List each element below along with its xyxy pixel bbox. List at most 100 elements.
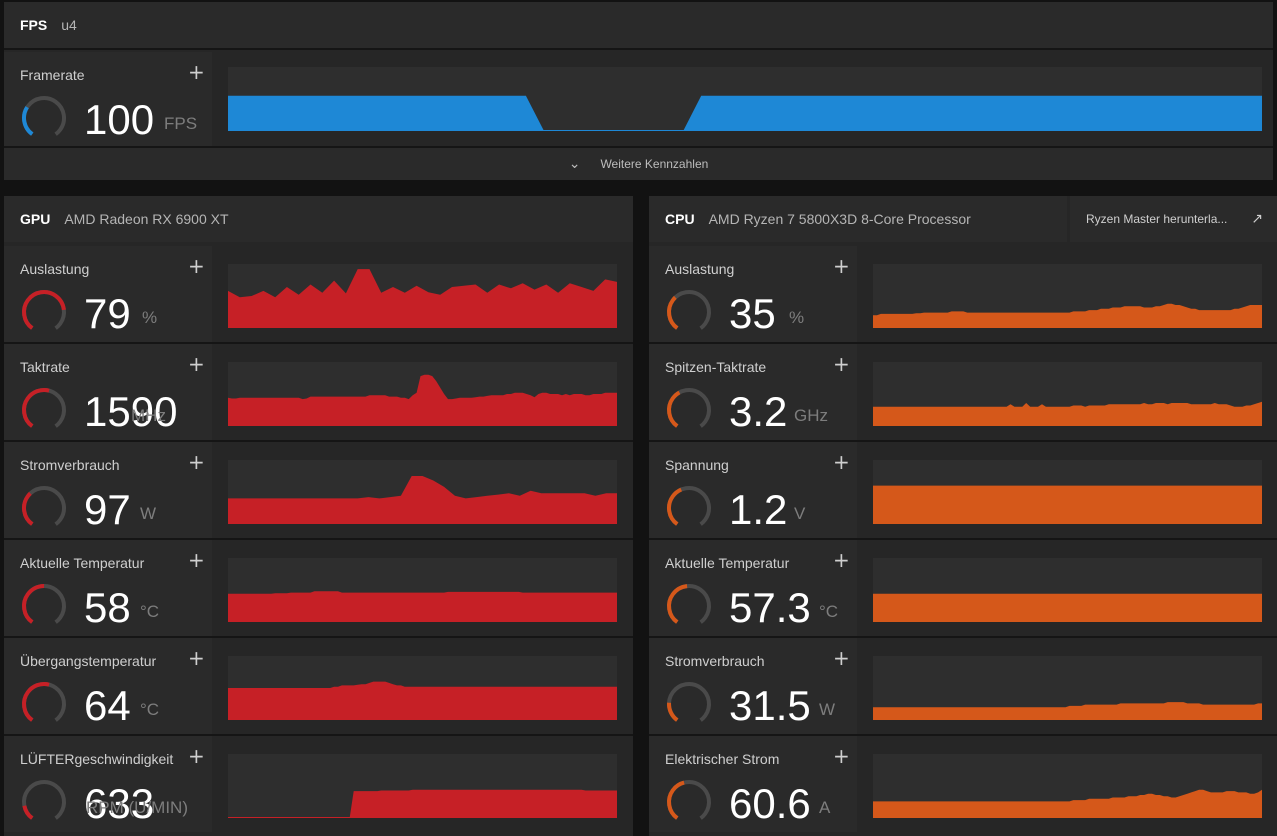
metric-value: 79 — [84, 290, 131, 337]
metric-chart — [228, 754, 617, 818]
cpu-name: AMD Ryzen 7 5800X3D 8-Core Processor — [708, 211, 971, 227]
metric-chart — [228, 460, 617, 524]
gpu-metric-row: Taktrate + 1590 MHz — [4, 344, 633, 440]
ryzen-master-link[interactable]: Ryzen Master herunterla... ↗ — [1070, 196, 1277, 242]
gpu-panel: GPU AMD Radeon RX 6900 XT Auslastung + 7… — [4, 196, 633, 836]
metric-label: Stromverbrauch — [665, 653, 765, 669]
metric-unit: GHz — [794, 406, 828, 425]
metric-value: 58 — [84, 584, 131, 631]
divider — [4, 636, 633, 638]
gauge-fill — [21, 289, 66, 334]
cpu-metric-row: Auslastung + 35 % — [649, 246, 1277, 342]
cpu-title: CPU — [665, 211, 695, 227]
add-icon[interactable]: + — [188, 450, 205, 474]
gpu-metric-row: Stromverbrauch + 97 W — [4, 442, 633, 538]
fps-header: FPS u4 — [4, 2, 1273, 48]
divider — [649, 342, 1277, 344]
add-icon[interactable]: + — [188, 548, 205, 572]
metric-value: 31.5 — [729, 682, 811, 729]
add-icon[interactable]: + — [188, 60, 205, 84]
gauge-fill — [667, 584, 711, 628]
series-area — [228, 789, 617, 818]
metric-label: Übergangstemperatur — [20, 653, 157, 669]
divider — [649, 734, 1277, 736]
metric-chart — [228, 558, 617, 622]
gpu-metric-row: Übergangstemperatur + 64 °C — [4, 638, 633, 734]
gauge-icon — [21, 780, 66, 824]
fps-panel: FPS u4 Framerate + 100 FPS ⌄ Weitere Ken… — [4, 2, 1273, 180]
metric-value: 633 — [84, 780, 155, 827]
add-icon[interactable]: + — [833, 744, 850, 768]
gauge-track — [667, 485, 711, 530]
series-area — [873, 401, 1262, 426]
gauge-fill — [21, 682, 66, 726]
add-icon[interactable]: + — [833, 450, 850, 474]
metric-chart — [873, 558, 1262, 622]
metric-chart — [873, 460, 1262, 524]
gauge-icon — [21, 584, 66, 628]
add-icon[interactable]: + — [833, 646, 850, 670]
cpu-header: CPU AMD Ryzen 7 5800X3D 8-Core Processor — [649, 196, 1067, 242]
metric-label: Auslastung — [20, 261, 90, 277]
gauge-track — [667, 387, 711, 432]
add-icon[interactable]: + — [188, 744, 205, 768]
cpu-panel: CPU AMD Ryzen 7 5800X3D 8-Core Processor… — [649, 196, 1277, 836]
series-area — [873, 593, 1262, 622]
gauge-fill — [667, 780, 711, 824]
gauge-fill — [667, 289, 711, 334]
metric-label: Framerate — [20, 67, 85, 83]
metric-chart — [873, 264, 1262, 328]
gpu-metric-row: LÜFTERgeschwindigkeit + 633 RPM (U/MIN) — [4, 736, 633, 832]
gpu-metric-row: Auslastung + 79 % — [4, 246, 633, 342]
gauge-track — [21, 96, 66, 140]
divider — [4, 146, 1273, 148]
divider — [4, 48, 1273, 50]
series-area — [228, 591, 617, 622]
metric-label: Spannung — [665, 457, 729, 473]
gauge-track — [21, 780, 66, 824]
gauge-icon — [21, 96, 66, 140]
metric-label: LÜFTERgeschwindigkeit — [20, 751, 174, 767]
metric-unit: % — [142, 308, 158, 327]
divider — [649, 440, 1277, 442]
series-area — [228, 476, 617, 524]
add-icon[interactable]: + — [833, 254, 850, 278]
gpu-title: GPU — [20, 211, 51, 227]
add-icon[interactable]: + — [188, 352, 205, 376]
cpu-metric-row: Elektrischer Strom + 60.6 A — [649, 736, 1277, 832]
gauge-icon — [667, 780, 711, 824]
series-area — [873, 303, 1262, 328]
metric-unit: V — [794, 504, 806, 523]
metric-chart — [228, 656, 617, 720]
metric-label: Taktrate — [20, 359, 70, 375]
gauge-icon — [21, 387, 66, 432]
metric-value: 57.3 — [729, 584, 811, 631]
metric-label: Auslastung — [665, 261, 735, 277]
gauge-track — [21, 387, 66, 432]
divider — [4, 342, 633, 344]
add-icon[interactable]: + — [833, 548, 850, 572]
fps-title: FPS — [20, 17, 48, 33]
add-icon[interactable]: + — [188, 646, 205, 670]
add-icon[interactable]: + — [833, 352, 850, 376]
series-area — [228, 374, 617, 426]
metric-label: Aktuelle Temperatur — [665, 555, 790, 571]
metric-unit: W — [140, 504, 157, 523]
more-metrics-toggle[interactable]: ⌄ Weitere Kennzahlen — [4, 148, 1273, 180]
metric-chart — [228, 264, 617, 328]
metric-value: 100 — [84, 96, 155, 143]
add-icon[interactable]: + — [188, 254, 205, 278]
series-area — [228, 95, 1262, 131]
fps-subtitle: u4 — [61, 17, 77, 33]
metric-label: Spitzen-Taktrate — [665, 359, 767, 375]
gauge-icon — [667, 584, 711, 628]
metric-unit: °C — [819, 602, 839, 621]
gauge-track — [667, 682, 711, 726]
gauge-icon — [21, 289, 66, 334]
gauge-icon — [667, 485, 711, 530]
metric-chart — [873, 656, 1262, 720]
gauge-icon — [21, 682, 66, 726]
gauge-fill — [21, 387, 66, 432]
fps-chart — [228, 67, 1262, 131]
cpu-metric-row: Spitzen-Taktrate + 3.2 GHz — [649, 344, 1277, 440]
